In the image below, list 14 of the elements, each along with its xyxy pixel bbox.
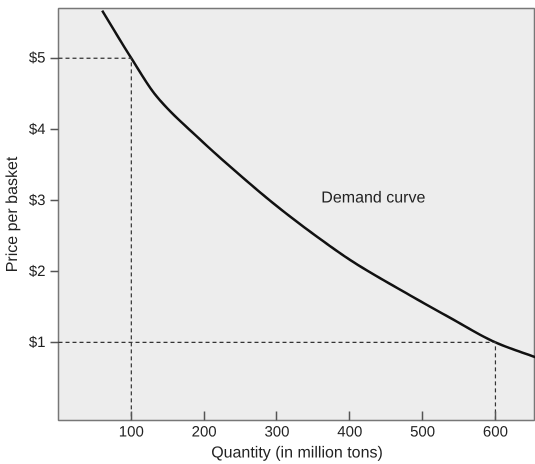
- y-tick-label: $1: [28, 334, 46, 351]
- x-tick-label: 500: [410, 424, 436, 440]
- x-tick-label: 100: [118, 424, 144, 440]
- annotation: Demand curve: [321, 190, 426, 207]
- x-tick-label: 400: [337, 424, 362, 440]
- y-axis-title: Price per basket: [4, 156, 21, 272]
- x-axis-title: Quantity (in million tons): [211, 444, 383, 462]
- y-tick-label: $4: [28, 120, 46, 138]
- y-tick-label: $5: [28, 50, 46, 67]
- x-tick-label: 300: [264, 424, 290, 440]
- y-tick-label: $2: [28, 262, 46, 280]
- y-tick-label: $3: [28, 192, 46, 209]
- x-tick-label: 600: [482, 424, 508, 440]
- x-tick-label: 200: [192, 424, 217, 440]
